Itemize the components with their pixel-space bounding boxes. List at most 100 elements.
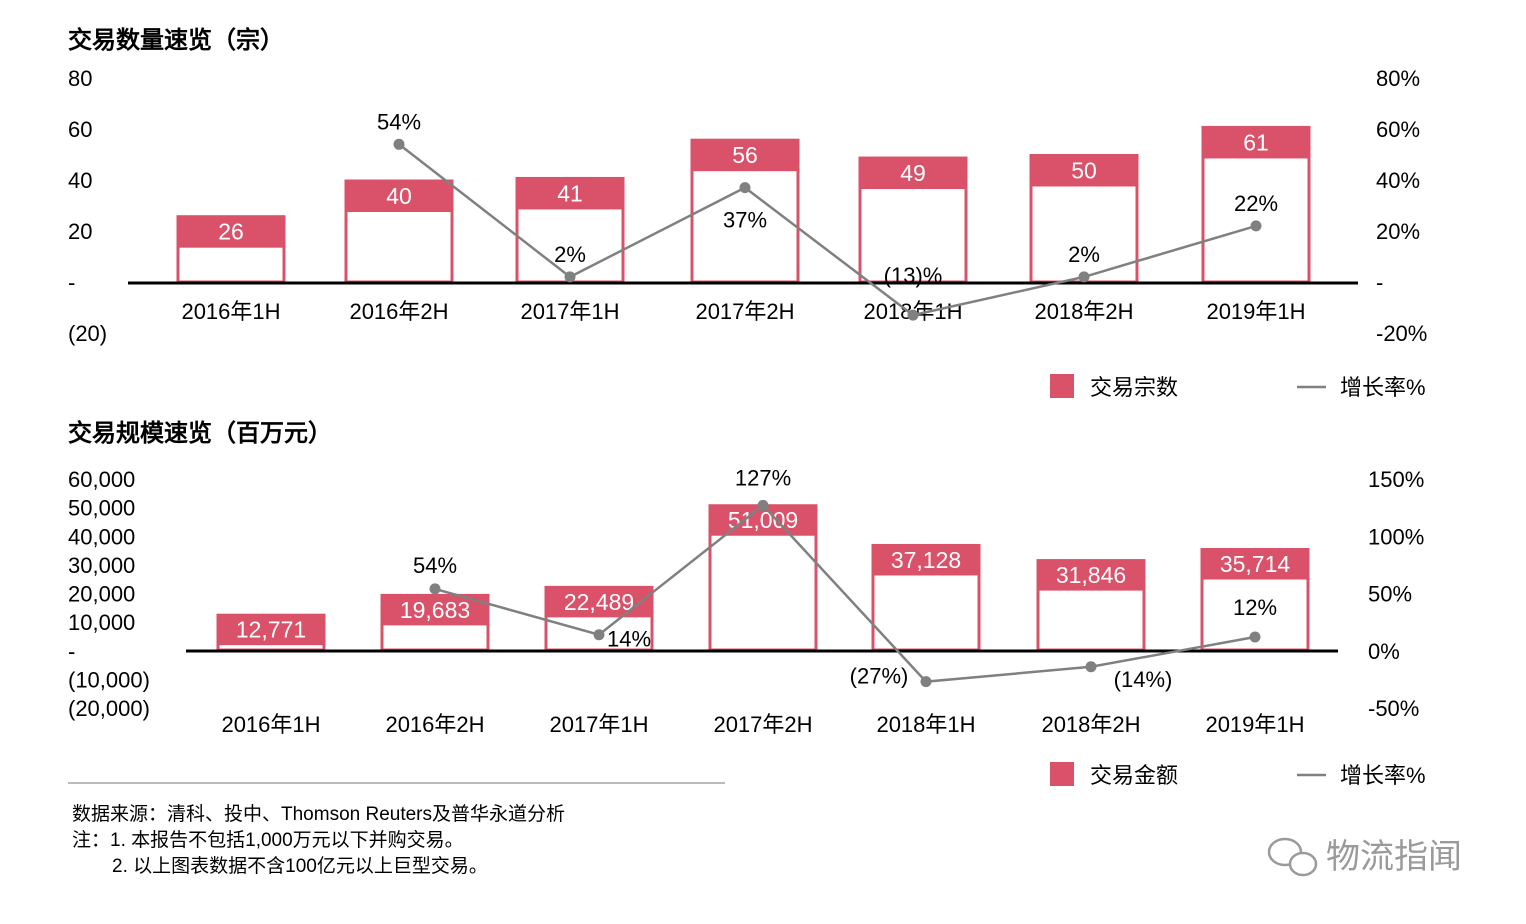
- wechat-icon: [1267, 837, 1318, 877]
- x-tick-label: 2017年1H: [549, 712, 648, 737]
- y-left-tick: 60,000: [68, 467, 135, 492]
- growth-label: (13)%: [884, 263, 943, 288]
- x-tick-label: 2019年1H: [1205, 712, 1304, 737]
- growth-label: 54%: [377, 109, 421, 134]
- legend-bar-swatch: [1050, 374, 1074, 398]
- growth-point: [1249, 631, 1261, 643]
- bar-header: [872, 544, 980, 576]
- growth-label: 2%: [1068, 242, 1100, 267]
- growth-label: 37%: [723, 208, 767, 233]
- footnote-source: 数据来源：清科、投中、Thomson Reuters及普华永道分析: [72, 803, 565, 825]
- footnote-1: 注：1. 本报告不包括1,000万元以下并购交易。: [72, 829, 464, 851]
- growth-point: [593, 629, 605, 641]
- y-right-tick: 150%: [1368, 467, 1424, 492]
- legend-bar-label: 交易宗数: [1090, 375, 1178, 400]
- x-tick-label: 2016年2H: [349, 299, 448, 324]
- y-left-tick: 30,000: [68, 553, 135, 578]
- bar-label: 61: [1243, 129, 1269, 155]
- bar-label: 37,128: [891, 547, 961, 573]
- watermark: 物流指闻: [1326, 838, 1462, 876]
- bar-header: [345, 180, 453, 212]
- y-right-tick: 60%: [1376, 117, 1420, 142]
- footnote-2: 2. 以上图表数据不含100亿元以上巨型交易。: [112, 855, 488, 877]
- chart1-title: 交易数量速览（宗）: [68, 26, 284, 54]
- legend-line-label: 增长率%: [1340, 763, 1426, 788]
- x-tick-label: 2016年1H: [181, 299, 280, 324]
- x-tick-label: 2017年1H: [520, 299, 619, 324]
- bar-label: 19,683: [400, 597, 470, 623]
- bar-header: [217, 614, 325, 646]
- y-left-tick: 50,000: [68, 496, 135, 521]
- legend-line-label: 增长率%: [1340, 375, 1426, 400]
- bar-header: [1201, 548, 1309, 580]
- bar-label: 51,009: [728, 507, 798, 533]
- bar-label: 31,846: [1056, 562, 1126, 588]
- growth-point: [920, 676, 932, 688]
- growth-point: [1085, 661, 1097, 673]
- y-left-tick: (20,000): [68, 696, 150, 721]
- x-tick-label: 2019年1H: [1206, 299, 1305, 324]
- x-tick-label: 2017年2H: [713, 712, 812, 737]
- legend-bar-label: 交易金额: [1090, 763, 1178, 788]
- bar-label: 50: [1071, 158, 1097, 184]
- y-left-tick: 10,000: [68, 610, 135, 635]
- growth-point: [1078, 271, 1090, 283]
- growth-label: 14%: [607, 627, 651, 652]
- chart2-title: 交易规模速览（百万元）: [68, 419, 332, 447]
- y-right-tick: 40%: [1376, 168, 1420, 193]
- y-right-tick: 100%: [1368, 524, 1424, 549]
- y-left-tick: 40,000: [68, 524, 135, 549]
- growth-point: [757, 499, 769, 511]
- bar-label: 35,714: [1220, 551, 1291, 577]
- bar-label: 49: [900, 160, 926, 186]
- growth-label: 2%: [554, 242, 586, 267]
- growth-point: [564, 271, 576, 283]
- bar-header: [1202, 126, 1310, 159]
- bar-header: [1030, 154, 1138, 187]
- growth-label: (27%): [850, 664, 909, 689]
- y-left-tick: -: [68, 270, 75, 295]
- y-left-tick: 20,000: [68, 582, 135, 607]
- y-right-tick: 50%: [1368, 582, 1412, 607]
- growth-point: [393, 138, 405, 150]
- bar-label: 12,771: [236, 617, 306, 643]
- bar-header: [177, 215, 285, 248]
- x-tick-label: 2016年1H: [221, 712, 320, 737]
- bar-label: 22,489: [564, 589, 634, 615]
- y-right-tick: 0%: [1368, 639, 1400, 664]
- x-tick-label: 2018年2H: [1034, 299, 1133, 324]
- y-right-tick: -20%: [1376, 321, 1427, 346]
- x-tick-label: 2018年2H: [1041, 712, 1140, 737]
- y-left-tick: 20: [68, 219, 92, 244]
- y-left-tick: -: [68, 639, 75, 664]
- bar-header: [516, 177, 624, 210]
- bar-header: [545, 586, 653, 618]
- y-left-tick: 60: [68, 117, 92, 142]
- growth-label: 127%: [735, 465, 791, 490]
- x-tick-label: 2018年1H: [876, 712, 975, 737]
- growth-point: [429, 583, 441, 595]
- growth-line: [434, 503, 1256, 683]
- growth-point: [1250, 220, 1262, 232]
- bar-label: 41: [557, 180, 583, 206]
- bar-label: 26: [218, 219, 244, 245]
- bar-label: 40: [386, 183, 412, 209]
- y-right-tick: 20%: [1376, 219, 1420, 244]
- y-right-tick: 80%: [1376, 66, 1420, 91]
- y-right-tick: -: [1376, 270, 1383, 295]
- growth-line: [398, 143, 1257, 317]
- growth-label: (14%): [1114, 667, 1173, 692]
- bar-header: [1037, 559, 1145, 591]
- x-tick-label: 2016年2H: [385, 712, 484, 737]
- y-left-tick: 80: [68, 66, 92, 91]
- bar-header: [691, 139, 799, 172]
- growth-label: 54%: [413, 553, 457, 578]
- x-tick-label: 2017年2H: [695, 299, 794, 324]
- y-left-tick: (10,000): [68, 667, 150, 692]
- growth-label: 22%: [1234, 191, 1278, 216]
- legend-bar-swatch: [1050, 762, 1074, 786]
- bar-label: 56: [732, 142, 758, 168]
- growth-point: [739, 182, 751, 194]
- y-left-tick: (20): [68, 321, 107, 346]
